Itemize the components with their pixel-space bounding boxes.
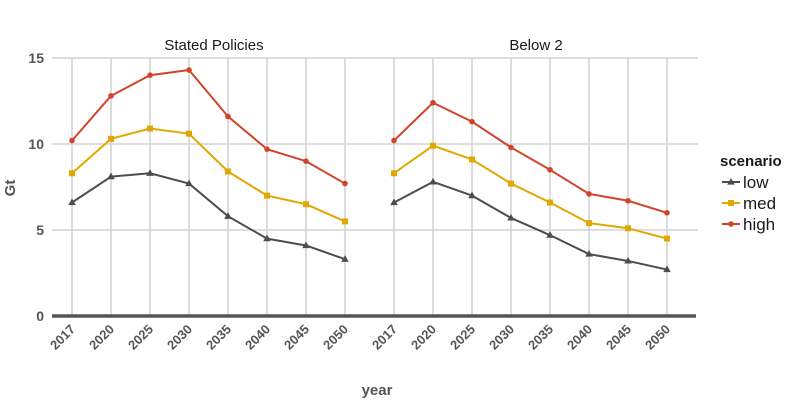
legend-label: low [743, 173, 769, 192]
series-line-low [71, 172, 346, 261]
data-point-high [186, 67, 192, 73]
data-point-high [430, 99, 436, 106]
data-point-med [430, 142, 436, 149]
legend-key-marker [728, 200, 734, 206]
legend-entry-high: high [722, 215, 775, 234]
data-point-low [107, 172, 115, 180]
y-tick-label: 5 [36, 222, 44, 238]
data-point-med [342, 218, 348, 225]
x-tick-label: 2045 [603, 322, 634, 353]
series-high [391, 99, 670, 216]
x-tick-label: 2050 [642, 322, 673, 353]
x-tick-label: 2030 [486, 322, 517, 353]
data-point-low [146, 169, 154, 176]
legend-key-marker [728, 221, 734, 227]
facet-title: Stated Policies [164, 37, 263, 54]
data-point-med [108, 135, 114, 142]
series-line-med [71, 127, 346, 223]
data-point-med [469, 156, 475, 163]
series-line-low [393, 180, 668, 271]
x-tick-label: 2020 [86, 322, 117, 353]
series-line-med [393, 144, 668, 240]
series-line-high [71, 69, 346, 185]
data-point-high [108, 93, 114, 99]
x-tick-label: 2017 [369, 322, 400, 353]
data-point-med [664, 235, 670, 242]
x-tick-label: 2040 [564, 322, 595, 353]
series-line-high [393, 101, 668, 214]
data-point-low [341, 255, 349, 262]
series-med [69, 125, 348, 225]
data-point-med [147, 125, 153, 132]
data-point-high [225, 113, 231, 120]
x-tick-label: 2035 [525, 322, 556, 353]
data-point-med [69, 170, 75, 177]
data-point-med [391, 170, 397, 177]
y-tick-label: 10 [28, 136, 44, 152]
x-tick-label: 2020 [408, 322, 439, 353]
legend-key-marker [727, 178, 735, 185]
data-point-high [391, 137, 397, 144]
data-point-low [663, 265, 671, 273]
facet-panel-below-2: Below 2 2017 2020 2025 2030 2035 2040 2045 2050 [369, 37, 698, 353]
data-point-low [624, 256, 632, 264]
y-tick-label: 0 [36, 308, 44, 324]
data-point-med [186, 130, 192, 137]
y-axis-title: Gt [2, 180, 19, 197]
data-point-high [547, 167, 553, 173]
data-point-high [342, 180, 348, 187]
data-point-high [586, 191, 592, 197]
x-tick-label: 2025 [125, 322, 156, 353]
data-point-high [264, 146, 270, 152]
y-tick-label: 15 [28, 50, 44, 66]
legend-label: high [743, 215, 775, 234]
data-point-high [664, 210, 670, 216]
data-point-low [224, 212, 232, 219]
data-point-low [68, 198, 76, 206]
series-low [68, 169, 349, 262]
x-tick-label: 2045 [281, 322, 312, 353]
legend-entry-low: low [722, 173, 769, 192]
data-point-high [625, 197, 631, 204]
legend-entry-med: med [722, 194, 776, 213]
x-tick-label: 2030 [164, 322, 195, 353]
data-point-med [586, 220, 592, 227]
data-point-high [69, 137, 75, 144]
legend-title: scenario [720, 153, 782, 170]
data-point-low [185, 179, 193, 187]
series-high [69, 67, 348, 187]
facet-panel-stated-policies: Stated Policies 2017 2020 2025 2030 2035 2040… [47, 37, 376, 353]
x-tick-label: 2017 [47, 322, 78, 353]
data-point-low [263, 234, 271, 242]
legend: scenario low med high [720, 153, 782, 234]
data-point-low [546, 231, 554, 238]
series-med [391, 142, 670, 242]
y-axis: 0 5 10 15 [28, 50, 44, 324]
legend-label: med [743, 194, 776, 213]
x-tick-label: 2040 [242, 322, 273, 353]
data-point-low [302, 241, 310, 249]
data-point-low [390, 198, 398, 206]
data-point-low [429, 177, 437, 185]
data-point-low [585, 250, 593, 257]
data-point-med [625, 225, 631, 232]
x-tick-label: 2025 [447, 322, 478, 353]
x-tick-label: 2050 [320, 322, 351, 353]
data-point-high [303, 158, 309, 164]
data-point-low [468, 191, 476, 199]
data-point-high [147, 72, 153, 78]
data-point-med [547, 199, 553, 206]
x-axis-title: year [362, 382, 393, 399]
data-point-high [508, 144, 514, 151]
data-point-low [507, 213, 515, 221]
series-low [390, 177, 671, 273]
data-point-med [225, 168, 231, 175]
x-tick-label: 2035 [203, 322, 234, 353]
data-point-med [303, 201, 309, 208]
data-point-med [508, 180, 514, 187]
data-point-med [264, 192, 270, 199]
facet-title: Below 2 [509, 37, 562, 54]
data-point-high [469, 118, 475, 125]
